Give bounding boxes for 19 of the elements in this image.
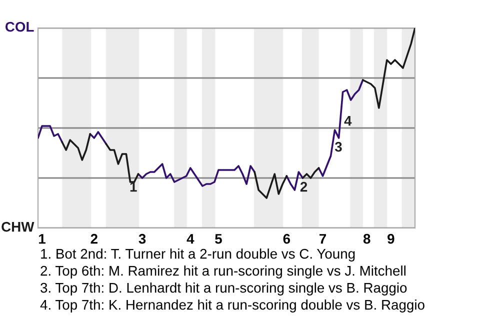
annotation: 3 (334, 142, 342, 152)
x-tick-label: 5 (215, 234, 222, 244)
text: 2. Top 6th: M. Ramirez hit a run-scoring single vs J. Mitchell (40, 266, 406, 278)
x-tick-label: 8 (363, 234, 370, 244)
x-tick-label: 6 (283, 234, 290, 244)
text: COL (5, 22, 34, 32)
annotation: 4 (344, 116, 352, 126)
x-tick-label: 1 (39, 234, 46, 244)
x-tick-label: 3 (138, 234, 146, 244)
text: 4. Top 7th: K. Hernandez hit a run-scoring double vs B. Raggio (40, 300, 424, 312)
annotation: 2 (300, 182, 308, 192)
x-tick-label: 7 (319, 234, 326, 244)
text: 3. Top 7th: D. Lenhardt hit a run-scoring single vs B. Raggio (40, 282, 407, 296)
x-tick-label: 2 (90, 234, 98, 244)
text: 1. Bot 2nd: T. Turner hit a 2-run double vs C. Young (41, 248, 355, 262)
annotation: 1 (130, 182, 137, 192)
x-tick-label: 9 (388, 234, 394, 244)
text: CHW (2, 222, 34, 232)
x-tick-label: 4 (186, 234, 194, 244)
